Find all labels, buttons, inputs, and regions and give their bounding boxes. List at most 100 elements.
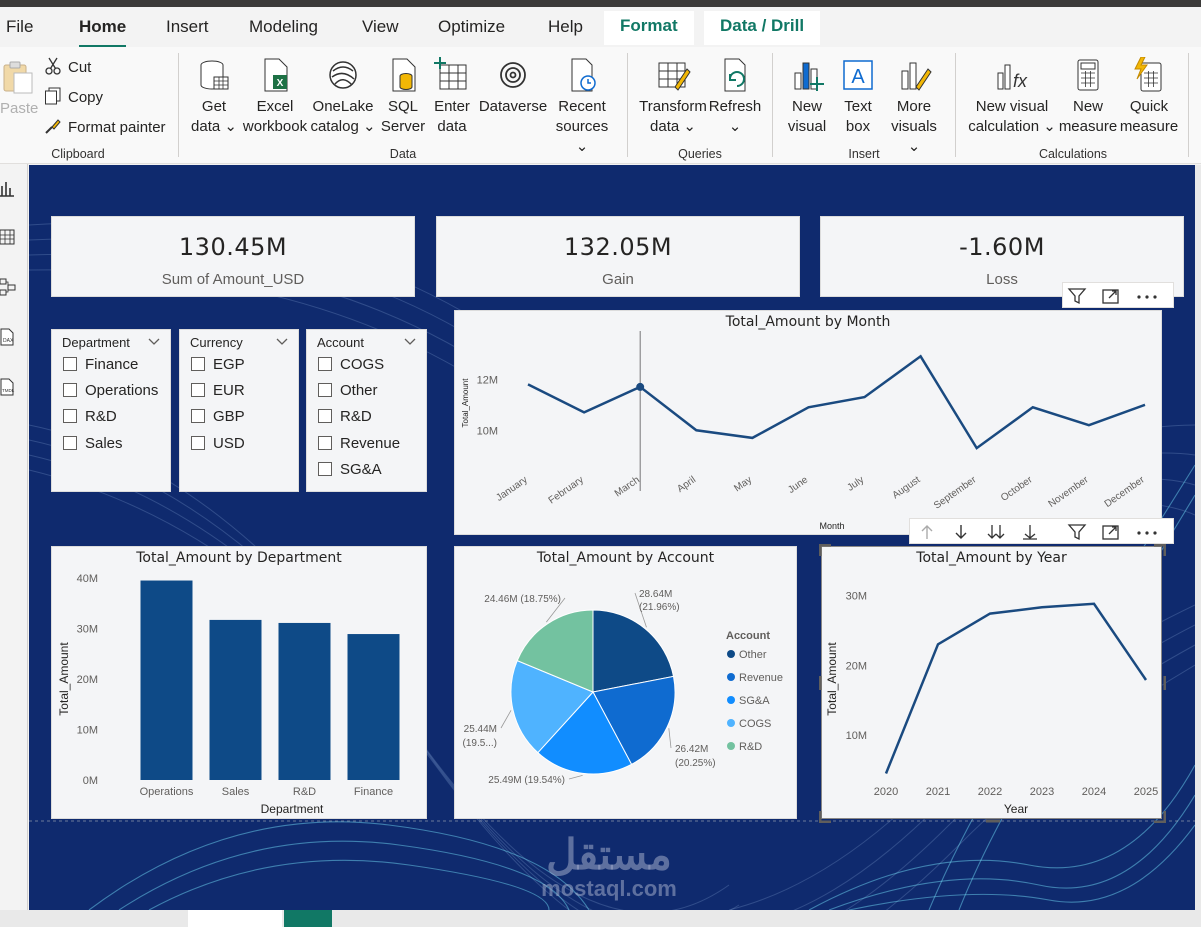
slicer-option[interactable]: Finance: [63, 356, 138, 373]
enter-data-button[interactable]: Enter data: [430, 57, 474, 137]
slicer-option[interactable]: Other: [318, 382, 378, 399]
slicer-option[interactable]: Sales: [63, 435, 123, 452]
kpi-card-total[interactable]: 130.45M Sum of Amount_USD: [51, 216, 415, 297]
more-visuals-button[interactable]: More visuals ⌄: [884, 57, 944, 157]
checkbox[interactable]: [63, 357, 77, 371]
data-label: 25.49M (19.54%): [488, 775, 565, 786]
checkbox[interactable]: [191, 436, 205, 450]
y-tick-label: 10M: [477, 425, 498, 437]
slicer-option[interactable]: Operations: [63, 382, 158, 399]
dax-query-view-icon[interactable]: DAX: [0, 328, 16, 346]
refresh-button[interactable]: Refresh ⌄: [708, 57, 762, 137]
menu-optimize[interactable]: Optimize: [438, 17, 506, 36]
onelake-catalog-button[interactable]: OneLake catalog ⌄: [310, 57, 376, 137]
copy-button[interactable]: Copy: [44, 87, 103, 106]
x-tick-label: 2024: [1082, 786, 1106, 798]
tmdl-view-icon[interactable]: TMDL: [0, 378, 16, 396]
slicer-option[interactable]: COGS: [318, 356, 384, 373]
chart-amount-by-year[interactable]: Total_Amount by Year 10M 20M 30M 2020 2021 20…: [819, 544, 1166, 823]
slicer-account[interactable]: Account COGS Other R&D Revenue SG&A: [306, 329, 427, 492]
menu-insert[interactable]: Insert: [166, 17, 209, 36]
filter-icon[interactable]: [1067, 287, 1087, 305]
checkbox[interactable]: [318, 462, 332, 476]
chart-amount-by-account[interactable]: Total_Amount by Account 28.64M (21.96%) 26…: [454, 546, 797, 819]
checkbox[interactable]: [318, 436, 332, 450]
slicer-option[interactable]: GBP: [191, 408, 245, 425]
more-options-icon[interactable]: [1135, 523, 1159, 541]
chart-amount-by-department[interactable]: Total_Amount by Department 0M 10M 20M 30M 40…: [51, 546, 427, 819]
dataverse-button[interactable]: Dataverse: [478, 57, 548, 117]
data-group-label: Data: [389, 147, 417, 161]
focus-mode-icon[interactable]: [1101, 287, 1121, 305]
checkbox[interactable]: [191, 409, 205, 423]
slicer-option[interactable]: SG&A: [318, 461, 382, 478]
table-view-icon[interactable]: [0, 228, 16, 246]
tab-data-drill[interactable]: Data / Drill: [704, 11, 821, 45]
chevron-down-icon[interactable]: [148, 337, 160, 347]
chart-amount-by-month[interactable]: Total_Amount by Month 10M 12M January Febru…: [454, 310, 1162, 535]
menu-view[interactable]: View: [362, 17, 399, 36]
slicer-option[interactable]: EGP: [191, 356, 245, 373]
slicer-option[interactable]: USD: [191, 435, 245, 452]
quick-measure-icon: [1134, 57, 1162, 92]
database-icon: [200, 60, 229, 90]
page-tab[interactable]: [188, 910, 282, 927]
report-view-icon[interactable]: [0, 180, 16, 198]
selection-handles[interactable]: [819, 544, 1166, 823]
slicer-option[interactable]: R&D: [63, 408, 117, 425]
leader-line: [568, 774, 583, 780]
excel-icon: X: [264, 58, 288, 92]
slicer-option[interactable]: Revenue: [318, 435, 400, 452]
slicer-option[interactable]: R&D: [318, 408, 372, 425]
new-measure-button[interactable]: New measure: [1058, 57, 1118, 137]
checkbox[interactable]: [318, 409, 332, 423]
menu-help[interactable]: Help: [548, 17, 583, 36]
checkbox[interactable]: [63, 436, 77, 450]
get-data-button[interactable]: Get data ⌄: [186, 57, 242, 137]
checkbox[interactable]: [191, 383, 205, 397]
checkbox[interactable]: [318, 383, 332, 397]
menu-home[interactable]: Home: [79, 17, 127, 48]
model-view-icon[interactable]: [0, 278, 16, 296]
paste-button[interactable]: Paste: [0, 59, 38, 119]
department-bar-chart: 0M 10M 20M 30M 40M Operations Sales R&D Finance D…: [57, 573, 400, 816]
focus-mode-icon[interactable]: [1101, 523, 1121, 541]
chevron-down-icon[interactable]: [276, 337, 288, 347]
kpi-card-gain[interactable]: 132.05M Gain: [436, 216, 800, 297]
slicer-department[interactable]: Department Finance Operations R&D Sales: [51, 329, 171, 492]
sql-server-button[interactable]: SQL Server: [378, 57, 428, 137]
quick-measure-button[interactable]: Quick measure: [1118, 57, 1180, 137]
chevron-down-icon[interactable]: [404, 337, 416, 347]
menu-file[interactable]: File: [6, 17, 34, 36]
text-box-button[interactable]: A Text box: [836, 57, 880, 137]
drill-down-icon[interactable]: [952, 523, 970, 541]
checkbox[interactable]: [63, 409, 77, 423]
transform-icon: [658, 62, 691, 91]
tab-format[interactable]: Format: [604, 11, 694, 45]
filter-icon[interactable]: [1067, 523, 1087, 541]
more-options-icon[interactable]: [1135, 287, 1159, 305]
menu-modeling[interactable]: Modeling: [249, 17, 318, 36]
slicer-option[interactable]: EUR: [191, 382, 245, 399]
watermark-latin: mostaql.com: [541, 876, 677, 901]
format-painter-button[interactable]: Format painter: [44, 117, 166, 136]
drill-up-icon[interactable]: [918, 523, 936, 541]
y-tick-label: 10M: [846, 730, 867, 742]
x-tick-label: June: [786, 474, 810, 496]
checkbox[interactable]: [318, 357, 332, 371]
expand-hierarchy-icon[interactable]: [1020, 523, 1040, 541]
next-level-icon[interactable]: [986, 523, 1006, 541]
cut-button[interactable]: Cut: [44, 57, 91, 76]
transform-data-button[interactable]: Transform data ⌄: [638, 57, 708, 137]
new-visual-calculation-button[interactable]: fx New visual calculation ⌄: [968, 57, 1056, 137]
pie-slice: [516, 609, 594, 693]
checkbox[interactable]: [191, 357, 205, 371]
add-page-button[interactable]: [284, 910, 332, 927]
x-axis-title: Month: [819, 521, 844, 531]
excel-workbook-button[interactable]: X Excel workbook: [240, 57, 310, 137]
recent-sources-button[interactable]: Recent sources ⌄: [548, 57, 616, 157]
checkbox[interactable]: [63, 383, 77, 397]
new-visual-button[interactable]: New visual: [784, 57, 830, 137]
bar: [209, 619, 262, 780]
slicer-currency[interactable]: Currency EGP EUR GBP USD: [179, 329, 299, 492]
